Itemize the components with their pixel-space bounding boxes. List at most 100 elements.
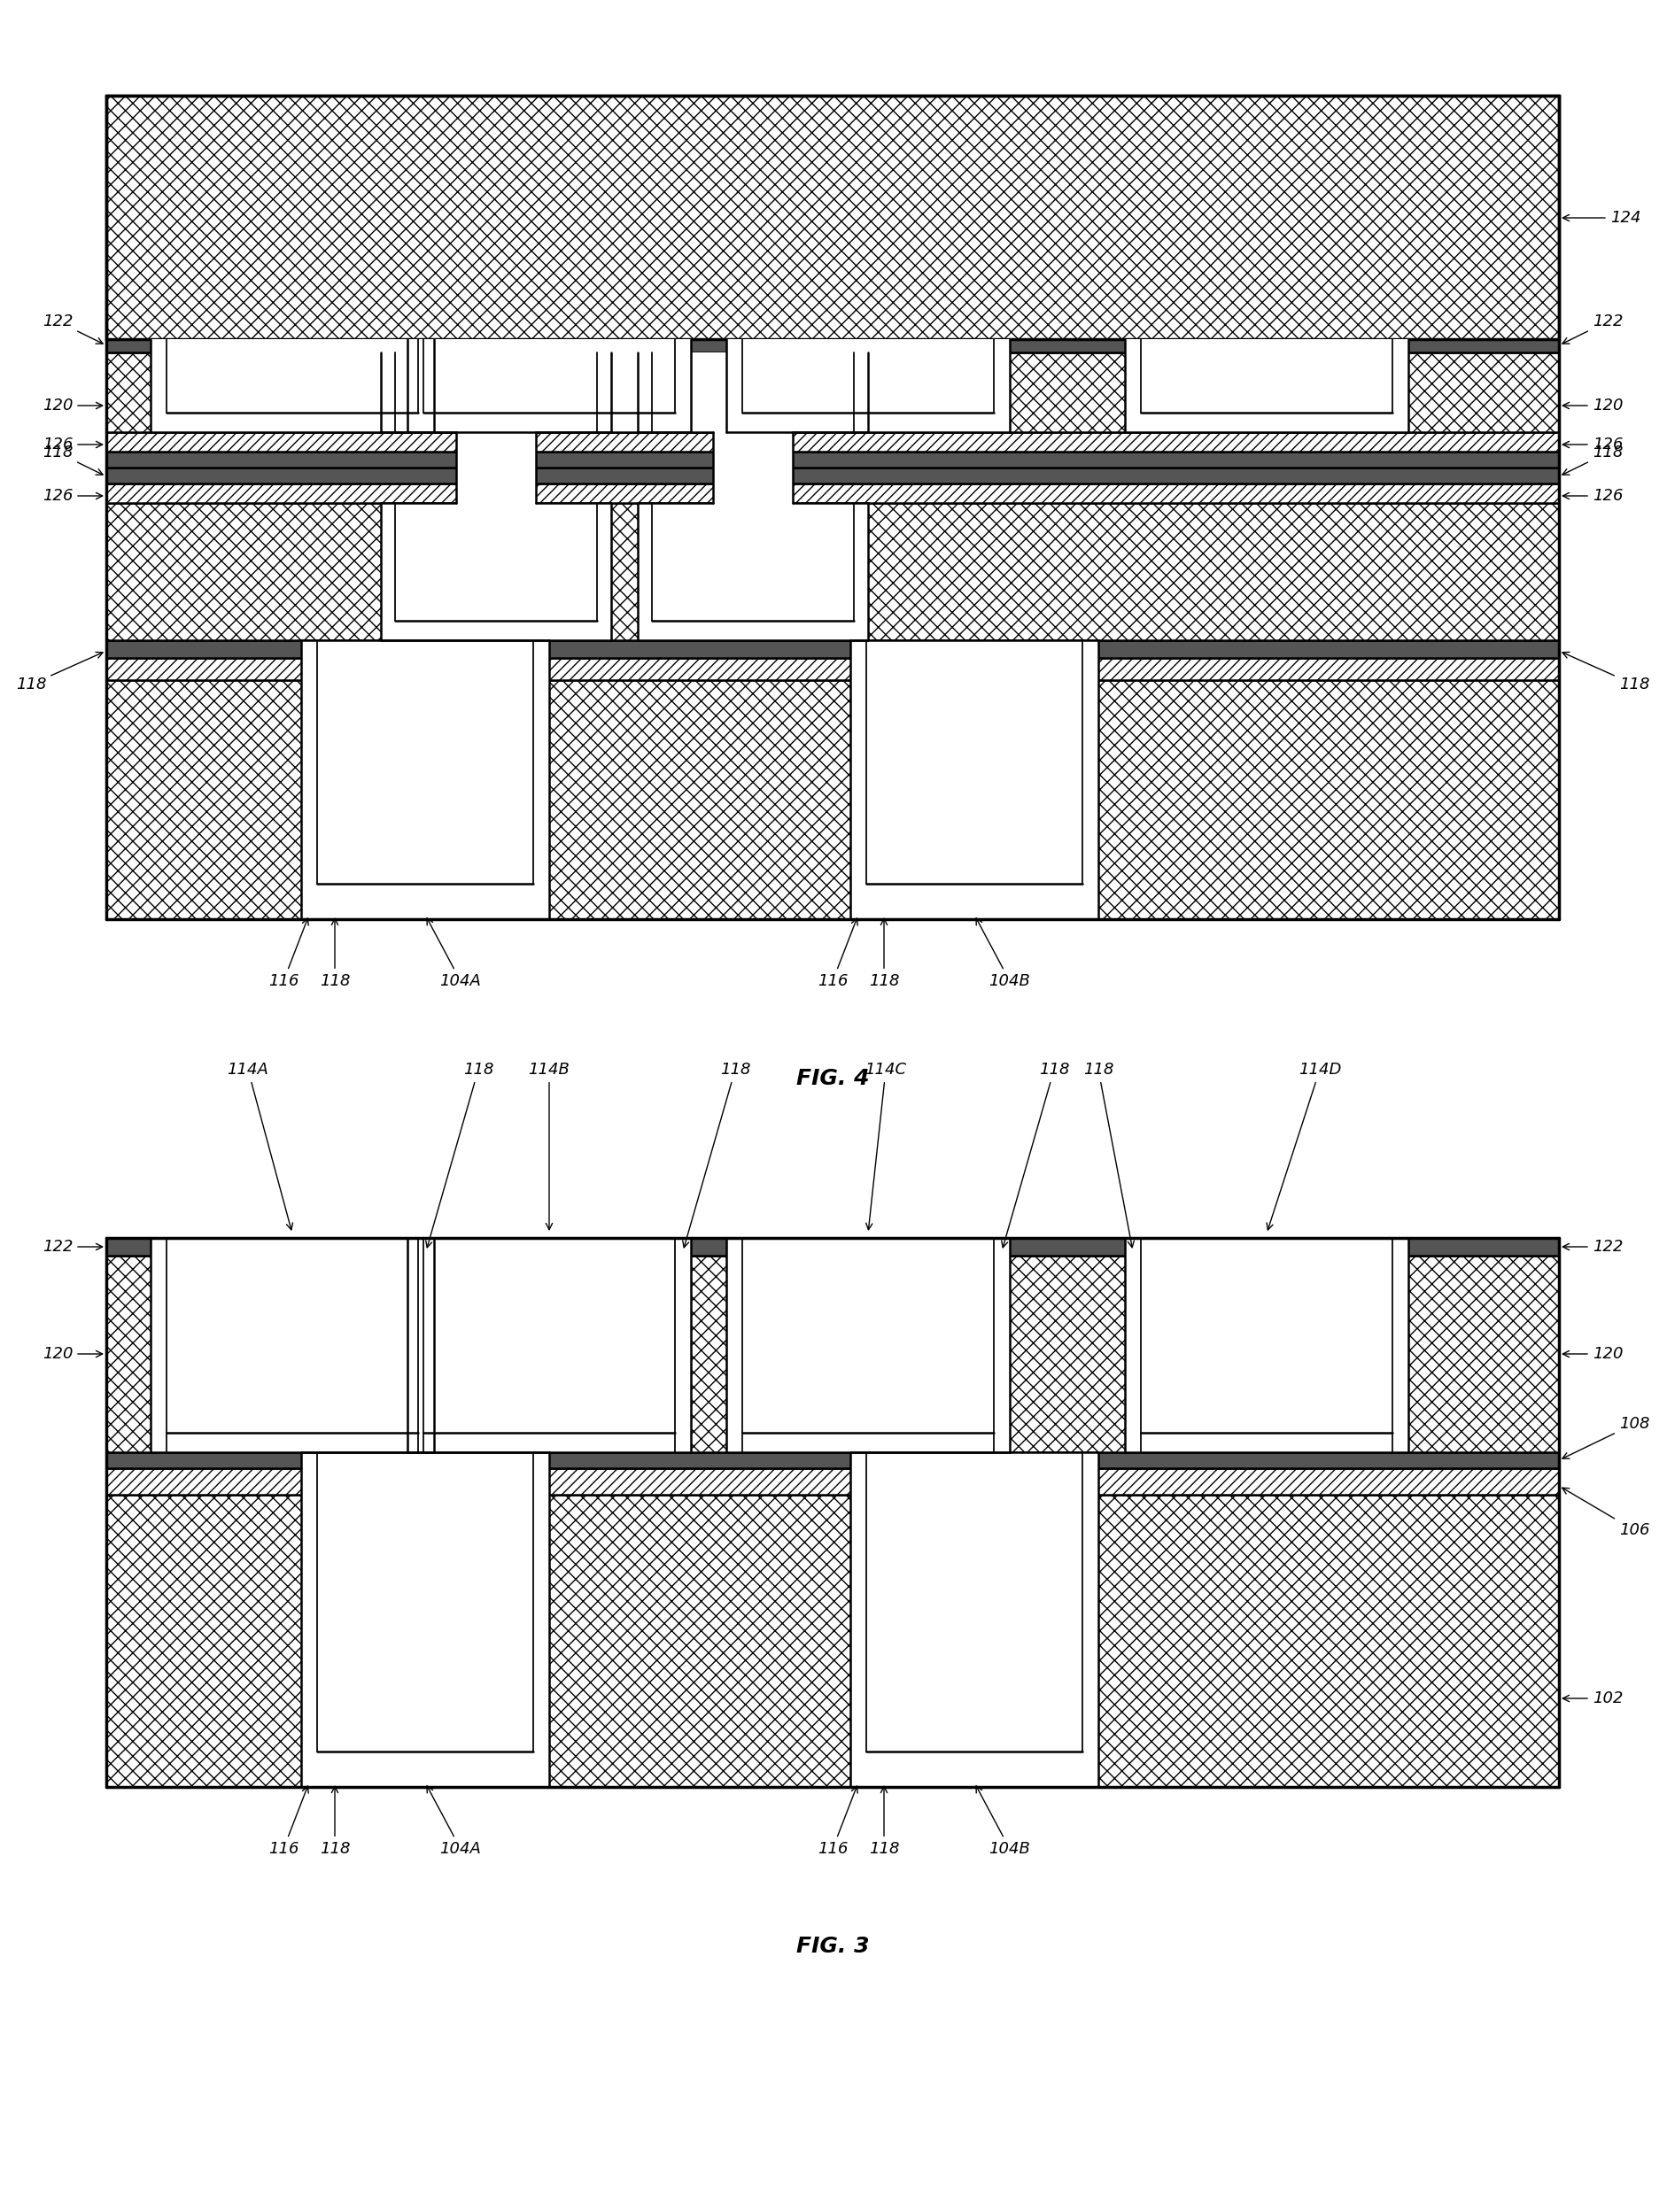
Bar: [380, 352, 395, 431]
Text: 122: 122: [1562, 1239, 1622, 1254]
Bar: [652, 352, 854, 431]
Bar: [107, 1453, 1559, 1469]
Bar: [107, 467, 1559, 484]
Text: 122: 122: [1562, 314, 1622, 343]
Text: 118: 118: [320, 918, 350, 989]
Bar: [1082, 1453, 1099, 1752]
Text: 118: 118: [1562, 445, 1622, 476]
Bar: [850, 639, 1099, 920]
Bar: [107, 352, 1559, 431]
Bar: [107, 639, 1559, 657]
Bar: [854, 352, 867, 431]
Bar: [652, 502, 854, 622]
Text: 116: 116: [817, 918, 857, 989]
Bar: [865, 1752, 1082, 1787]
Bar: [455, 431, 470, 502]
Bar: [107, 95, 1559, 338]
Bar: [407, 338, 423, 431]
Bar: [107, 338, 1559, 352]
Text: 124: 124: [1562, 210, 1640, 226]
Bar: [107, 1239, 1559, 1256]
Bar: [597, 352, 610, 431]
Bar: [167, 1239, 418, 1453]
Bar: [107, 1495, 1559, 1787]
Bar: [470, 431, 522, 502]
Bar: [395, 502, 597, 622]
Text: 118: 118: [869, 1787, 899, 1856]
Text: 114A: 114A: [227, 1062, 293, 1230]
Bar: [865, 639, 1082, 885]
Text: 120: 120: [1562, 398, 1622, 414]
Bar: [107, 1256, 1559, 1453]
Text: FIG. 4: FIG. 4: [795, 1068, 869, 1088]
Text: 114D: 114D: [1265, 1062, 1340, 1230]
Text: 120: 120: [42, 1345, 102, 1363]
Text: 104A: 104A: [427, 1785, 482, 1856]
Bar: [1140, 1433, 1392, 1453]
Text: 118: 118: [320, 1787, 350, 1856]
Bar: [423, 1433, 675, 1453]
Bar: [107, 484, 1559, 502]
Text: 118: 118: [1562, 653, 1649, 692]
Bar: [850, 1453, 865, 1752]
Text: 118: 118: [425, 1062, 493, 1248]
Bar: [395, 622, 597, 639]
Bar: [302, 1453, 548, 1787]
Bar: [1140, 414, 1392, 431]
Text: 118: 118: [869, 918, 899, 989]
Bar: [150, 338, 167, 431]
Bar: [302, 1453, 317, 1752]
Bar: [725, 1239, 742, 1453]
Bar: [994, 338, 1009, 431]
Text: 122: 122: [42, 1239, 102, 1254]
Bar: [423, 414, 675, 431]
Text: 104A: 104A: [427, 918, 482, 989]
Bar: [1392, 338, 1407, 431]
Bar: [167, 414, 418, 431]
Text: 108: 108: [1562, 1416, 1649, 1458]
Text: 126: 126: [1562, 489, 1622, 504]
Bar: [742, 1239, 994, 1453]
Bar: [317, 885, 533, 920]
Bar: [150, 1239, 167, 1453]
Text: 104B: 104B: [975, 1785, 1030, 1856]
Bar: [418, 1239, 433, 1453]
Bar: [865, 1453, 1082, 1752]
Bar: [727, 431, 778, 502]
Bar: [778, 431, 792, 502]
Bar: [1392, 1239, 1407, 1453]
Bar: [713, 431, 727, 502]
Bar: [850, 1453, 1099, 1787]
Bar: [317, 1453, 533, 1752]
Bar: [107, 431, 1559, 451]
Bar: [652, 622, 854, 639]
Bar: [522, 431, 535, 502]
Bar: [742, 1433, 994, 1453]
Bar: [423, 1239, 675, 1453]
Text: FIG. 3: FIG. 3: [795, 1936, 869, 1958]
Text: 126: 126: [42, 489, 102, 504]
Text: 114B: 114B: [528, 1062, 570, 1230]
Text: 120: 120: [42, 398, 102, 414]
Bar: [423, 338, 675, 431]
Text: 118: 118: [1082, 1062, 1134, 1248]
Bar: [107, 451, 1559, 467]
Bar: [418, 338, 433, 431]
Bar: [317, 1752, 533, 1787]
Text: 126: 126: [42, 436, 102, 453]
Bar: [1124, 1239, 1140, 1453]
Bar: [865, 885, 1082, 920]
Bar: [395, 352, 597, 431]
Text: 126: 126: [1562, 436, 1622, 453]
Bar: [167, 338, 418, 431]
Bar: [1082, 639, 1099, 885]
Text: 116: 116: [268, 918, 308, 989]
Bar: [302, 639, 548, 920]
Bar: [107, 1469, 1559, 1495]
Bar: [1140, 1239, 1392, 1453]
Bar: [107, 657, 1559, 679]
Bar: [302, 639, 317, 885]
Text: 120: 120: [1562, 1345, 1622, 1363]
Bar: [675, 338, 690, 431]
Bar: [597, 502, 610, 639]
